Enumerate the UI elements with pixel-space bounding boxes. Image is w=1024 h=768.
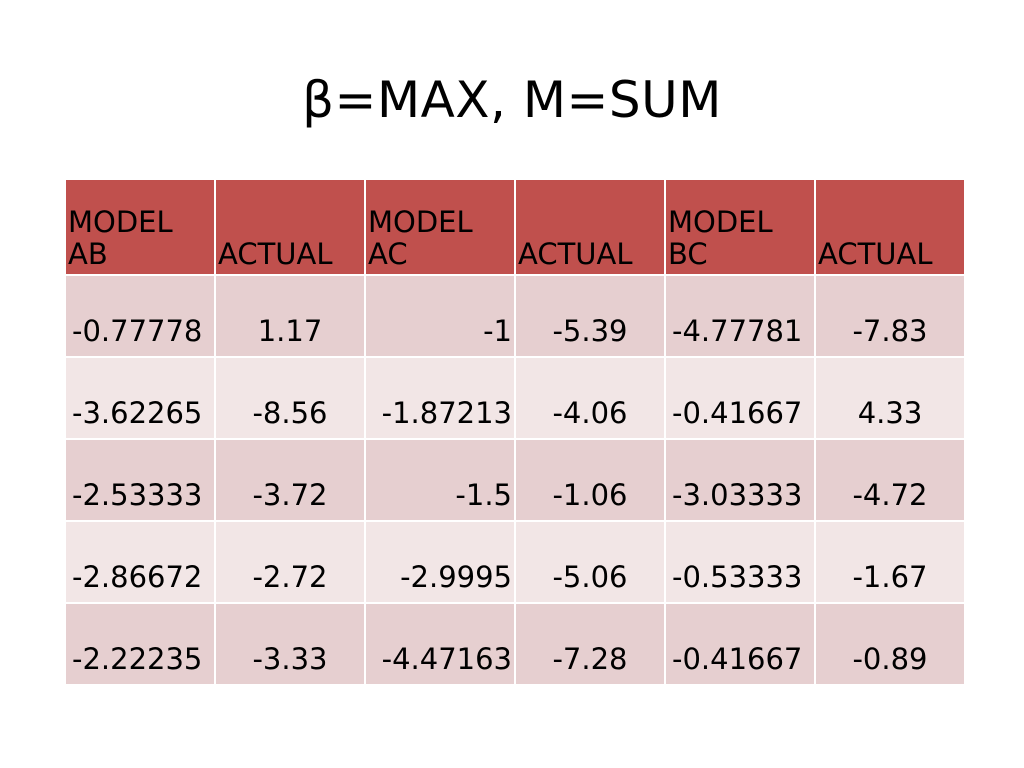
table-row: -0.77778 1.17 -1 -5.39 -4.77781 -7.83 — [64, 274, 966, 358]
table-cell: -0.41667 — [664, 602, 816, 686]
table-cell: -3.03333 — [664, 438, 816, 522]
header-model-ac: MODEL AC — [364, 178, 516, 276]
header-label-line2: ACTUAL — [218, 237, 333, 271]
header-label-line1: MODEL — [68, 205, 173, 239]
data-table: MODEL AB ACTUAL MODEL AC ACTUAL MODEL BC… — [64, 178, 966, 686]
table-cell: -2.72 — [214, 520, 366, 604]
header-actual-ab: ACTUAL — [214, 178, 366, 276]
table-cell: -4.47163 — [364, 602, 516, 686]
table-cell: -4.77781 — [664, 274, 816, 358]
table-header-row: MODEL AB ACTUAL MODEL AC ACTUAL MODEL BC… — [64, 178, 966, 276]
header-model-ab: MODEL AB — [64, 178, 216, 276]
table-cell: -3.33 — [214, 602, 366, 686]
header-actual-ac: ACTUAL — [514, 178, 666, 276]
table-cell: -2.86672 — [64, 520, 216, 604]
table-cell: -4.72 — [814, 438, 966, 522]
table-cell: -1.67 — [814, 520, 966, 604]
header-label-line2: ACTUAL — [518, 237, 633, 271]
table-cell: -7.83 — [814, 274, 966, 358]
table-cell: -1 — [364, 274, 516, 358]
table-cell: -2.9995 — [364, 520, 516, 604]
table-cell: -1.06 — [514, 438, 666, 522]
header-label-line2: AB — [68, 237, 108, 271]
table-cell: -0.89 — [814, 602, 966, 686]
table-cell: -5.39 — [514, 274, 666, 358]
slide-title: β=MAX, M=SUM — [302, 71, 722, 129]
header-label-line2: BC — [668, 237, 708, 271]
table-cell: -1.5 — [364, 438, 516, 522]
header-label-line2: ACTUAL — [818, 237, 933, 271]
table-row: -2.22235 -3.33 -4.47163 -7.28 -0.41667 -… — [64, 602, 966, 686]
table-cell: -3.72 — [214, 438, 366, 522]
table-cell: -5.06 — [514, 520, 666, 604]
table-cell: -2.22235 — [64, 602, 216, 686]
table-cell: -3.62265 — [64, 356, 216, 440]
header-label-line1: MODEL — [668, 205, 773, 239]
header-model-bc: MODEL BC — [664, 178, 816, 276]
header-label-line2: AC — [368, 237, 408, 271]
table-cell: -0.41667 — [664, 356, 816, 440]
table-cell: -0.53333 — [664, 520, 816, 604]
table-cell: -0.77778 — [64, 274, 216, 358]
table-cell: -2.53333 — [64, 438, 216, 522]
header-actual-bc: ACTUAL — [814, 178, 966, 276]
table-cell: 4.33 — [814, 356, 966, 440]
table-cell: -1.87213 — [364, 356, 516, 440]
table-row: -3.62265 -8.56 -1.87213 -4.06 -0.41667 4… — [64, 356, 966, 440]
table-cell: 1.17 — [214, 274, 366, 358]
table-cell: -7.28 — [514, 602, 666, 686]
table-row: -2.86672 -2.72 -2.9995 -5.06 -0.53333 -1… — [64, 520, 966, 604]
table-cell: -8.56 — [214, 356, 366, 440]
table-row: -2.53333 -3.72 -1.5 -1.06 -3.03333 -4.72 — [64, 438, 966, 522]
table-cell: -4.06 — [514, 356, 666, 440]
header-label-line1: MODEL — [368, 205, 473, 239]
